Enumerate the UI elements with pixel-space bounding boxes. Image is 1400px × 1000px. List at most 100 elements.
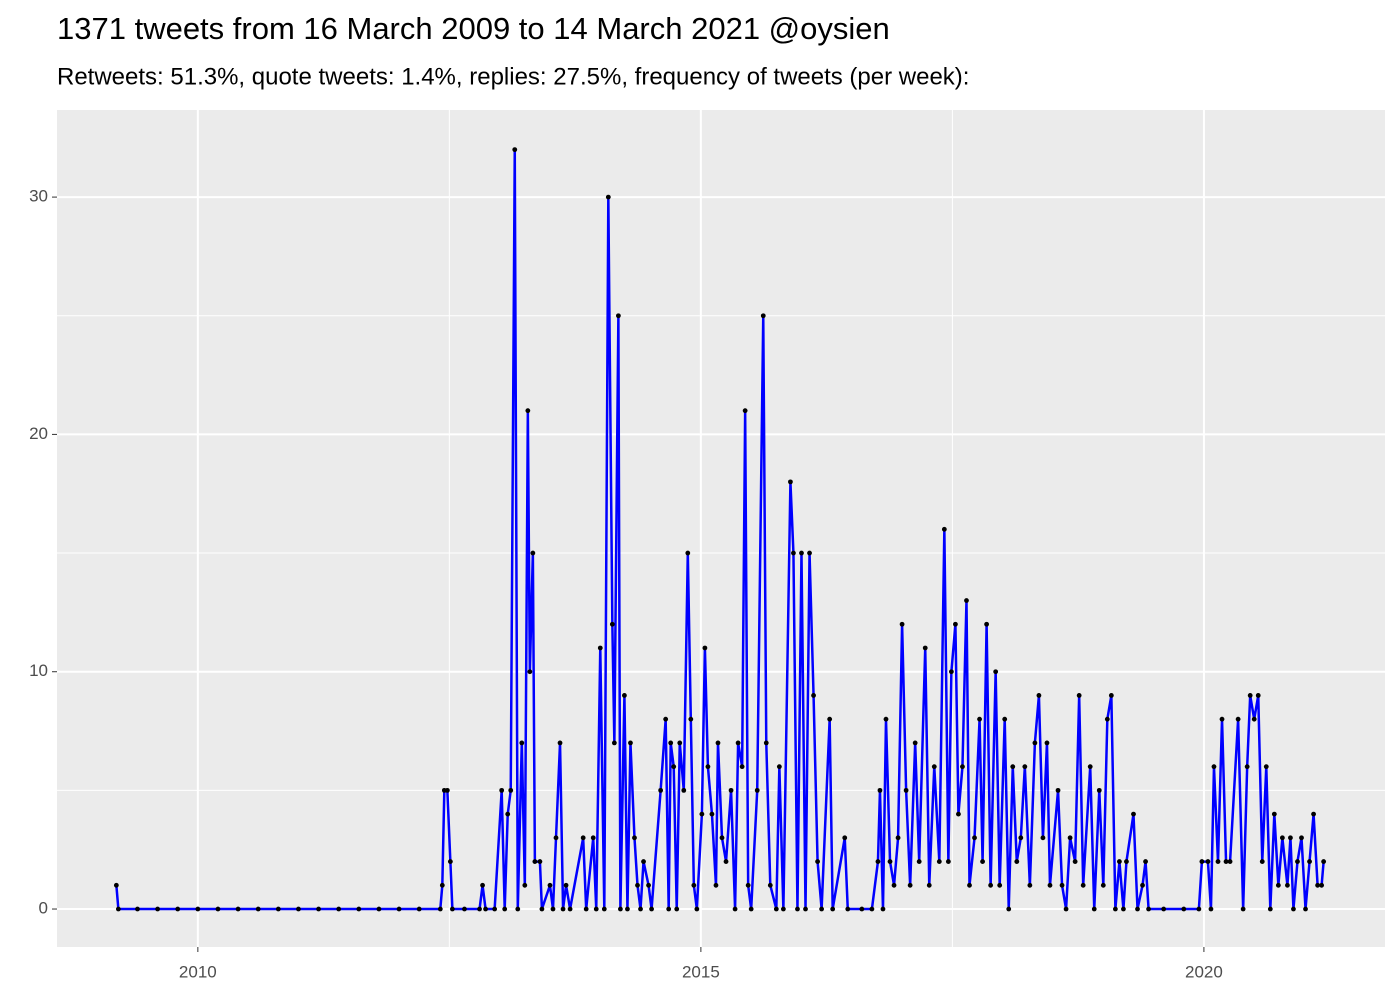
data-point <box>960 764 965 770</box>
data-point <box>135 906 140 912</box>
data-point <box>1040 835 1046 841</box>
data-point <box>1112 906 1118 912</box>
data-point <box>1267 906 1273 912</box>
data-point <box>437 906 443 912</box>
data-point <box>1032 740 1038 746</box>
data-point <box>1072 859 1078 864</box>
data-point <box>922 645 928 651</box>
data-point <box>462 906 467 912</box>
data-point <box>532 859 538 864</box>
data-point <box>316 906 321 912</box>
data-point <box>1006 906 1012 912</box>
data-point <box>776 764 782 770</box>
data-point <box>597 645 603 651</box>
data-point <box>615 313 621 319</box>
data-point <box>1223 859 1229 864</box>
data-point <box>1211 764 1217 770</box>
data-point <box>1311 811 1316 817</box>
data-point <box>719 835 725 841</box>
x-tick-label: 2015 <box>682 962 720 981</box>
data-point <box>663 716 669 722</box>
data-point <box>1319 882 1325 888</box>
data-point <box>583 906 589 912</box>
data-point <box>646 882 651 888</box>
data-point <box>668 740 674 746</box>
data-point <box>694 906 700 912</box>
data-point <box>502 906 508 912</box>
data-point <box>827 716 833 722</box>
data-point <box>1275 882 1281 888</box>
data-point <box>1199 859 1205 864</box>
data-point <box>745 882 751 888</box>
data-point <box>681 787 687 793</box>
data-point <box>1263 764 1269 770</box>
data-point <box>1067 835 1073 841</box>
data-point <box>530 550 536 556</box>
data-point <box>255 906 261 912</box>
data-point <box>788 479 793 485</box>
data-point <box>553 835 559 841</box>
data-point <box>1244 764 1250 770</box>
data-point <box>635 882 640 888</box>
data-point <box>515 906 521 912</box>
data-point <box>1131 811 1136 817</box>
data-point <box>791 550 796 556</box>
y-tick-label: 0 <box>39 899 48 918</box>
data-point <box>799 550 804 556</box>
data-point <box>803 906 808 912</box>
data-point <box>483 906 488 912</box>
data-point <box>754 787 760 793</box>
data-point <box>1315 882 1320 888</box>
data-point <box>641 859 646 864</box>
data-point <box>1117 859 1122 864</box>
data-point <box>444 787 450 793</box>
data-point <box>869 906 875 912</box>
data-point <box>1018 835 1024 841</box>
data-point <box>1140 882 1145 888</box>
data-point <box>842 835 848 841</box>
data-point <box>967 882 972 888</box>
data-point <box>907 882 913 888</box>
data-point <box>1104 716 1110 722</box>
data-point <box>953 621 958 627</box>
data-point <box>1321 859 1327 864</box>
data-point <box>773 906 779 912</box>
chart-title: 1371 tweets from 16 March 2009 to 14 Mar… <box>57 11 890 46</box>
data-point <box>811 693 816 698</box>
data-point <box>550 906 556 912</box>
data-point <box>859 906 865 912</box>
data-point <box>880 906 886 912</box>
data-point <box>980 859 985 864</box>
data-point <box>671 764 677 770</box>
data-point <box>891 882 897 888</box>
data-point <box>1295 859 1300 864</box>
data-point <box>728 787 734 793</box>
data-point <box>903 787 909 793</box>
data-point <box>887 859 893 864</box>
data-point <box>658 787 664 793</box>
data-point <box>632 835 637 841</box>
data-point <box>611 740 617 746</box>
data-point <box>877 787 883 793</box>
data-point <box>1022 764 1028 770</box>
data-point <box>705 764 711 770</box>
data-point <box>480 882 485 888</box>
data-point <box>235 906 241 912</box>
data-point <box>883 716 889 722</box>
data-point <box>941 526 947 532</box>
y-tick-label: 20 <box>29 424 48 443</box>
data-point <box>1181 906 1187 912</box>
data-point <box>1251 716 1257 722</box>
data-point <box>931 764 937 770</box>
y-tick-label: 30 <box>29 187 48 206</box>
data-point <box>1027 882 1033 888</box>
data-point <box>275 906 281 912</box>
data-point <box>972 835 977 841</box>
data-point <box>1255 693 1261 698</box>
data-point <box>539 906 545 912</box>
data-point <box>899 621 905 627</box>
data-point <box>547 882 553 888</box>
data-point <box>1014 859 1020 864</box>
